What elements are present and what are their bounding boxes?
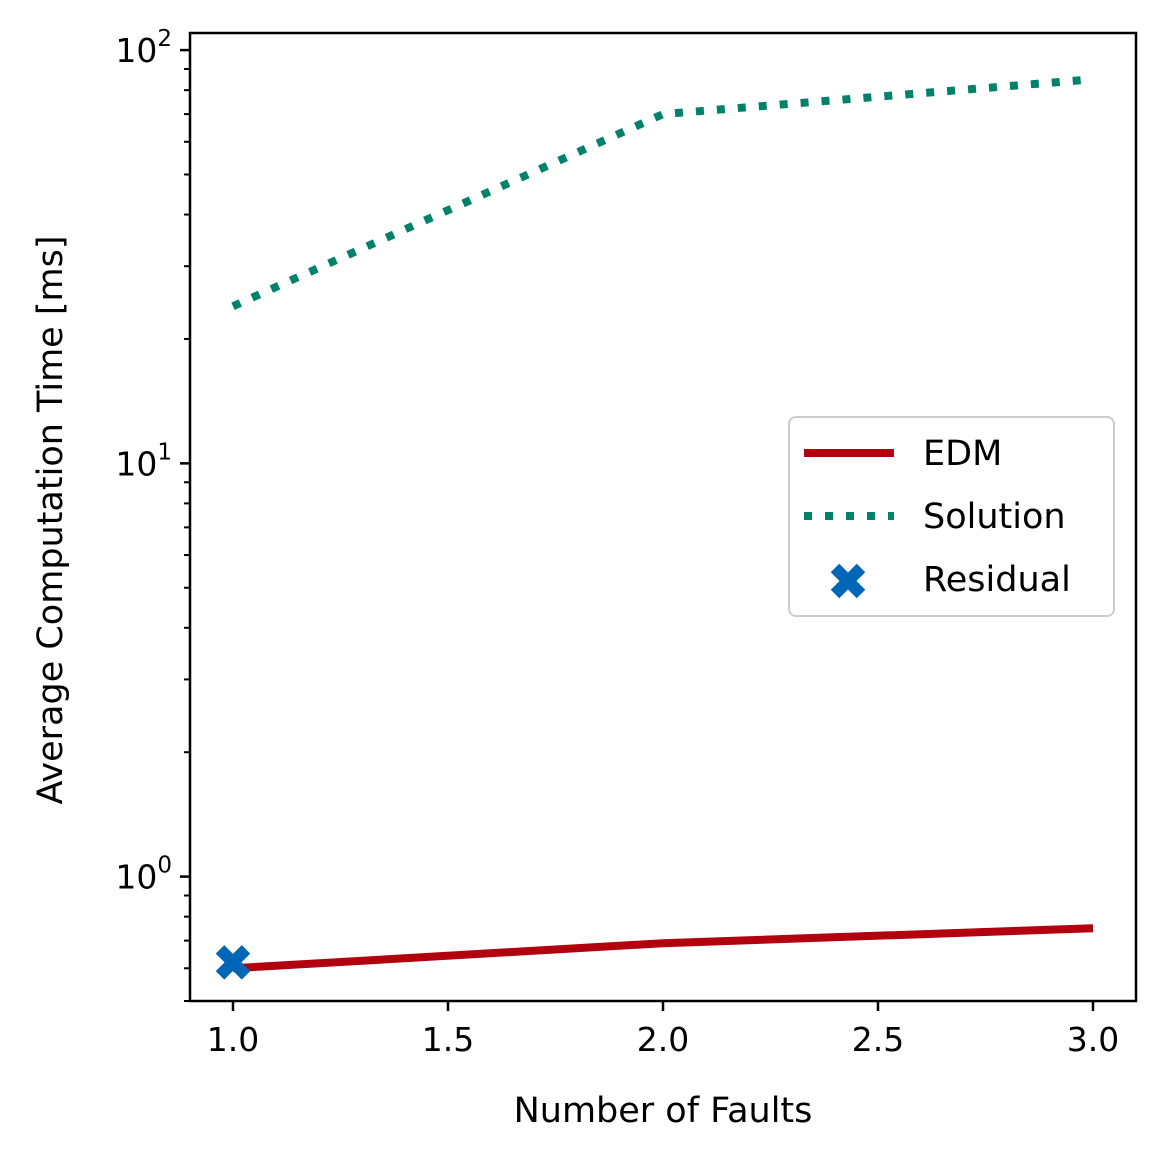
x-tick-label: 3.0	[1067, 1020, 1119, 1059]
y-axis-title: Average Computation Time [ms]	[31, 236, 71, 805]
series-layer	[215, 75, 1094, 980]
legend-label: Residual	[923, 560, 1071, 600]
x-axis: 1.0 1.5 2.0 2.5 3.0	[207, 1001, 1119, 1059]
legend-marker	[830, 563, 866, 599]
series-line-solution	[231, 75, 1094, 310]
legend: EDM Solution Residual	[788, 416, 1115, 617]
x-tick-label: 1.5	[422, 1020, 474, 1059]
y-tick-label: 101	[115, 439, 172, 483]
legend-label: Solution	[923, 497, 1066, 537]
legend-label: EDM	[923, 434, 1002, 474]
x-tick-label: 1.0	[207, 1020, 259, 1059]
legend-frame	[788, 416, 1115, 617]
x-axis-title: Number of Faults	[514, 1091, 813, 1131]
residual-marker	[215, 945, 251, 980]
y-tick-label: 102	[115, 26, 172, 70]
y-tick-label: 100	[115, 853, 172, 897]
legend-item-edm: EDM	[804, 434, 1002, 474]
legend-item-residual: Residual	[830, 560, 1071, 600]
plot-area	[215, 75, 1094, 980]
legend-item-solution: Solution	[804, 497, 1066, 537]
x-tick-label: 2.5	[852, 1020, 904, 1059]
series-line-edm	[232, 924, 1094, 973]
y-axis: 100 101 102	[115, 26, 190, 1002]
x-tick-label: 2.0	[637, 1020, 689, 1059]
